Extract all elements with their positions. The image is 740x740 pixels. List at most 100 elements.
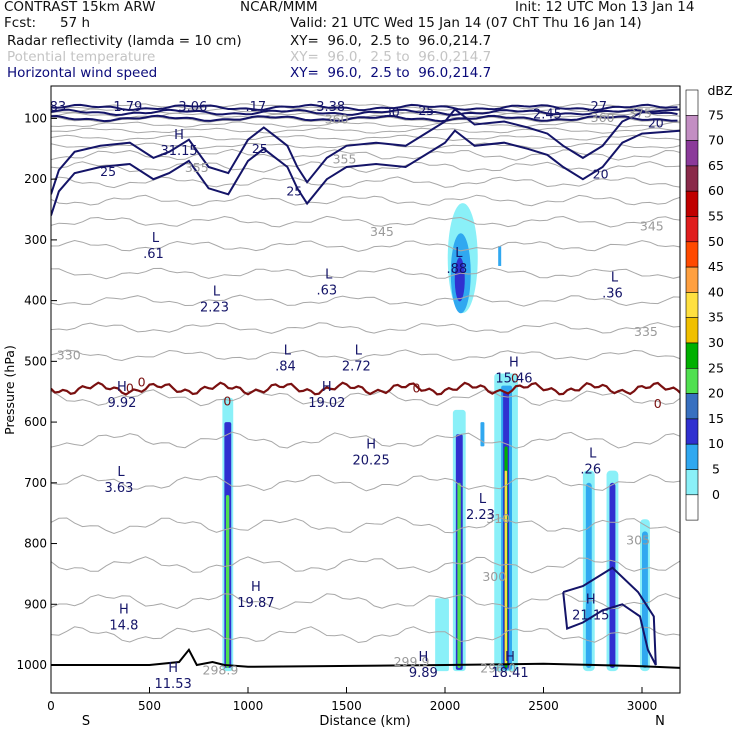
echo-low-left	[435, 598, 449, 672]
field-theta-xy: XY= 96.0, 2.5 to 96.0,214.7	[290, 49, 492, 65]
extremum-value: 31.15	[160, 144, 197, 159]
theta-isoline	[51, 176, 680, 189]
colorbar-level: 55	[708, 209, 724, 224]
y-tick-label: 300	[24, 233, 47, 247]
extremum-value: 3.63	[104, 481, 133, 496]
plot-frame	[50, 85, 681, 694]
extremum-value: .27	[586, 100, 607, 115]
field-theta: Potential temperature	[7, 49, 156, 65]
extremum-type: H	[119, 603, 129, 618]
extremum-value: .26	[580, 463, 601, 478]
theta-label: 299.9	[394, 654, 430, 669]
extremum-type: L	[355, 343, 363, 358]
extremum-value: 1.79	[113, 100, 142, 115]
theta-isoline	[51, 121, 680, 128]
theta-isoline	[51, 516, 680, 535]
y-axis-label: Pressure (hPa)	[2, 345, 17, 435]
wind-label: 25	[252, 141, 268, 156]
theta-isoline	[51, 474, 680, 492]
colorbar-swatch	[685, 443, 699, 470]
theta-isoline	[51, 134, 680, 142]
axes: Distance (km) Pressure (hPa) S N 0 500 100…	[2, 85, 681, 729]
colorbar-swatch	[685, 342, 699, 369]
wind-label: 30	[384, 104, 400, 119]
jet-isotach	[51, 103, 678, 112]
colorbar-level: 45	[708, 259, 724, 274]
echo-upper-core	[454, 257, 465, 302]
jet-isotach	[51, 108, 678, 117]
theta-isoline	[51, 556, 680, 574]
theta-isoline	[51, 431, 680, 449]
zero-wind-line	[51, 381, 680, 396]
extremum-value: 19.87	[237, 596, 274, 611]
extremum-value: 2.23	[466, 508, 495, 523]
theta-label: 300	[482, 569, 506, 584]
theta-isoline	[51, 103, 680, 110]
colorbar-level: 60	[708, 183, 724, 198]
colorbar-swatch	[685, 393, 699, 420]
extremum-type: L	[152, 231, 160, 246]
center-label: NCAR/MMM	[240, 0, 318, 15]
colorbar-level: 70	[708, 133, 724, 148]
extremum-value: .61	[143, 247, 164, 262]
echo-upper-speck	[498, 245, 502, 266]
x-tick-label: 2500	[528, 699, 559, 713]
extremum-value: 9.92	[107, 396, 136, 411]
extremum-type: H	[418, 650, 428, 665]
x-axis-label: Distance (km)	[319, 714, 410, 729]
extremum-value: 2.72	[342, 359, 371, 374]
extremum-value: 18.41	[491, 666, 528, 681]
jet-isotach	[51, 114, 678, 123]
theta-label: 360	[325, 112, 349, 127]
theta-isoline	[51, 626, 680, 644]
extremum-type: H	[168, 661, 178, 676]
field-wind-xy: XY= 96.0, 2.5 to 96.0,214.7	[290, 65, 492, 81]
y-tick-label: 700	[24, 476, 47, 490]
wind-label: 25	[286, 183, 302, 198]
theta-isoline	[51, 267, 680, 280]
extremum-value: 19.02	[308, 396, 345, 411]
theta-isoline	[51, 215, 680, 228]
theta-contours	[51, 103, 680, 644]
extremum-type: L	[611, 271, 619, 286]
wind-label: 25	[418, 103, 434, 118]
extremum-value: 9.89	[409, 666, 438, 681]
colorbar-swatch	[685, 190, 699, 217]
y-tick-label: 800	[24, 537, 47, 551]
theta-isoline	[51, 349, 680, 362]
extremum-value: 14.8	[109, 619, 138, 634]
extremum-value: 3.38	[316, 100, 345, 115]
extremum-value: .88	[446, 262, 467, 277]
field-reflectivity-xy: XY= 96.0, 2.5 to 96.0,214.7	[290, 33, 492, 49]
y-tick-label: 1000	[16, 658, 47, 672]
y-tick-label: 500	[24, 354, 47, 368]
colorbar-swatch	[685, 292, 699, 318]
theta-isoline	[51, 161, 680, 173]
fcst-label: Fcst:	[4, 15, 37, 31]
extremum-value: .36	[602, 287, 623, 302]
theta-isoline	[51, 592, 680, 610]
extremum-value: 2.45	[533, 107, 562, 122]
north-label: N	[655, 714, 665, 729]
wind-contours	[51, 103, 680, 669]
extremum-value: 83	[50, 100, 67, 115]
extremum-value: .84	[275, 359, 296, 374]
wind-label: 0	[511, 370, 519, 385]
theta-label: 335	[634, 324, 658, 339]
theta-label: 375	[628, 106, 652, 121]
colorbar-swatch	[685, 216, 699, 243]
colorbar-swatch	[685, 89, 699, 116]
extremum-value: 11.53	[155, 677, 192, 692]
theta-label: 360	[591, 110, 615, 125]
colorbar-level: 10	[708, 436, 724, 451]
x-tick-label: 2000	[430, 699, 461, 713]
extremum-value: .17	[246, 100, 267, 115]
extremum-type: H	[251, 580, 261, 595]
colorbar-level: 40	[708, 284, 724, 299]
wind-label: 25	[100, 164, 116, 179]
theta-label: 298.9	[203, 662, 239, 677]
x-tick-label: 3000	[627, 699, 658, 713]
isotach-low-right	[562, 566, 657, 666]
